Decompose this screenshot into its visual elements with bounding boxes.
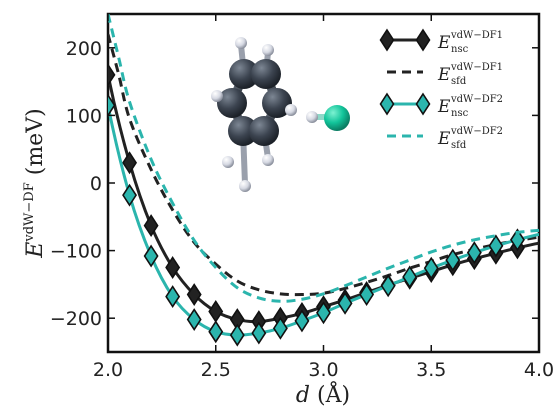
svg-text:EvdW−DF (meV): EvdW−DF (meV) <box>22 108 48 258</box>
data-point <box>337 291 353 315</box>
legend-label: E <box>437 97 451 117</box>
legend-label-sub: nsc <box>451 108 469 119</box>
y-tick-label: 100 <box>66 105 102 127</box>
legend-label-sub: nsc <box>451 44 469 55</box>
data-point <box>445 248 461 272</box>
data-point <box>186 308 202 332</box>
series-line <box>108 14 539 303</box>
data-point <box>402 265 418 289</box>
svg-text:d (Å): d (Å) <box>296 380 350 406</box>
data-point <box>165 285 181 309</box>
legend-label-sub: sfd <box>451 76 467 87</box>
benzene-and-halide-molecule-icon <box>211 37 350 192</box>
data-point <box>143 244 159 268</box>
legend-marker <box>379 28 395 52</box>
legend-marker <box>379 92 395 116</box>
data-point <box>316 301 331 325</box>
data-point <box>108 63 116 87</box>
y-tick-label: 200 <box>66 38 102 60</box>
legend-label-sup: vdW−DF1 <box>450 30 503 41</box>
y-tick-label: −200 <box>50 308 102 330</box>
data-point <box>122 151 138 175</box>
data-point <box>380 274 396 298</box>
legend-label-sup: vdW−DF1 <box>450 62 503 73</box>
x-tick-label: 2.5 <box>201 359 231 381</box>
x-tick-label: 3.0 <box>308 359 338 381</box>
data-point <box>143 214 159 238</box>
legend-label: E <box>437 65 451 85</box>
data-point <box>108 93 116 117</box>
legend-label-sup: vdW−DF2 <box>450 94 503 105</box>
legend-marker <box>415 92 431 116</box>
data-point <box>466 241 482 265</box>
x-axis-label: d (Å) <box>296 380 350 406</box>
series-layer <box>108 14 539 347</box>
x-tick-label: 3.5 <box>416 359 446 381</box>
axes-layer: 2.0 2.5 3.0 3.5 4.0 200 100 0 −100 −200 <box>50 14 554 381</box>
x-tick-label: 2.0 <box>93 359 123 381</box>
data-point <box>294 309 310 333</box>
data-point <box>488 234 504 258</box>
legend-label: E <box>437 129 451 149</box>
legend-label-sub: sfd <box>451 140 467 151</box>
series-4 <box>108 14 539 303</box>
data-point <box>359 283 375 307</box>
y-tick-label: −100 <box>50 241 102 263</box>
legend-label: E <box>437 33 451 53</box>
y-axis-label: EvdW−DF (meV) <box>22 108 48 258</box>
series-2 <box>108 33 539 297</box>
legend-marker <box>415 28 431 52</box>
data-point <box>272 316 288 340</box>
y-tick-label: 0 <box>90 173 102 195</box>
series-line <box>108 33 539 297</box>
data-point <box>423 256 439 280</box>
data-point <box>509 228 525 252</box>
data-point <box>186 283 202 307</box>
x-tick-label: 4.0 <box>524 359 554 381</box>
legend-label-sup: vdW−DF2 <box>450 126 503 137</box>
data-point <box>122 183 138 207</box>
data-point <box>229 323 245 347</box>
series-3 <box>108 93 539 347</box>
data-point <box>208 320 224 344</box>
data-point <box>165 256 181 279</box>
data-point <box>251 321 267 345</box>
